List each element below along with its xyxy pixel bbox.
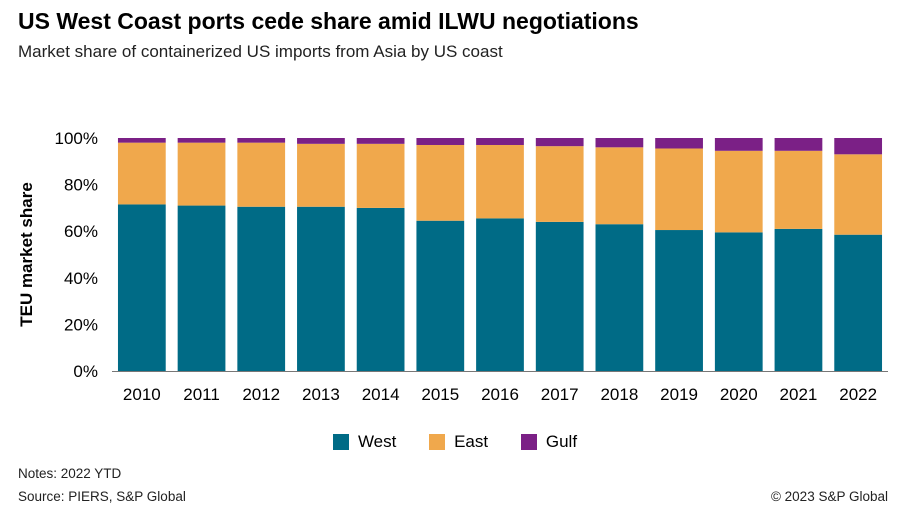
x-tick-label-2022: 2022 [839, 385, 877, 404]
copyright-notice: © 2023 S&P Global [770, 489, 888, 504]
bar-west-2015 [416, 220, 465, 371]
y-axis-title: TEU market share [17, 182, 36, 327]
x-tick-label-2019: 2019 [660, 385, 698, 404]
bar-west-2017 [535, 221, 584, 371]
legend-label-gulf: Gulf [545, 432, 578, 451]
bar-gulf-2020 [714, 138, 763, 151]
bar-west-2022 [834, 234, 883, 371]
bar-west-2016 [476, 218, 524, 371]
y-tick-label-0: 0% [73, 362, 98, 381]
legend-item-east: East [429, 432, 488, 452]
bar-gulf-2021 [774, 138, 823, 151]
x-tick-label-2014: 2014 [362, 385, 400, 404]
chart-notes: Notes: 2022 YTD [18, 466, 122, 481]
bar-west-2020 [714, 232, 763, 371]
bar-west-2013 [297, 206, 345, 371]
x-tick-label-2017: 2017 [541, 385, 579, 404]
bar-gulf-2018 [595, 138, 644, 148]
legend-label-east: East [454, 432, 489, 451]
legend-swatch-west [332, 434, 349, 450]
bar-west-2018 [595, 224, 644, 371]
bar-east-2016 [476, 144, 524, 219]
y-tick-label-2: 40% [64, 269, 98, 288]
chart-source: Source: PIERS, S&P Global [18, 489, 186, 504]
x-tick-label-2010: 2010 [123, 385, 161, 404]
bar-west-2012 [237, 206, 286, 371]
bar-east-2015 [416, 144, 465, 221]
y-tick-label-3: 60% [64, 222, 98, 241]
y-tick-label-1: 20% [64, 315, 98, 334]
x-tick-label-2012: 2012 [242, 385, 280, 404]
bar-gulf-2013 [297, 138, 345, 144]
bar-gulf-2011 [177, 138, 226, 143]
bar-gulf-2014 [356, 138, 405, 144]
legend-item-gulf: Gulf [520, 432, 578, 452]
chart-subtitle: Market share of containerized US imports… [18, 42, 503, 61]
chart-legend: West East Gulf [0, 432, 910, 455]
bar-east-2022 [834, 154, 883, 235]
x-tick-label-2016: 2016 [481, 385, 519, 404]
bar-east-2017 [535, 146, 584, 222]
x-tick-label-2018: 2018 [600, 385, 638, 404]
x-tick-label-2013: 2013 [302, 385, 340, 404]
bar-east-2020 [714, 150, 763, 233]
legend-item-west: West [332, 432, 397, 452]
bar-gulf-2012 [237, 138, 286, 143]
bar-gulf-2019 [655, 138, 703, 149]
bar-gulf-2015 [416, 138, 465, 145]
bar-east-2013 [297, 143, 345, 207]
bar-east-2014 [356, 143, 405, 208]
y-tick-label-5: 100% [55, 129, 98, 148]
bar-east-2011 [177, 142, 226, 206]
bar-gulf-2022 [834, 138, 883, 155]
legend-label-west: West [357, 432, 397, 451]
x-tick-label-2011: 2011 [183, 385, 220, 404]
x-tick-label-2015: 2015 [421, 385, 459, 404]
bar-west-2010 [117, 204, 166, 371]
chart-title: US West Coast ports cede share amid ILWU… [18, 8, 639, 34]
bar-east-2021 [774, 150, 823, 229]
bar-west-2021 [774, 228, 823, 371]
y-tick-label-4: 80% [64, 176, 98, 195]
bar-west-2014 [356, 207, 405, 371]
legend-swatch-gulf [520, 434, 537, 450]
bar-gulf-2017 [535, 138, 584, 147]
bar-gulf-2010 [117, 138, 166, 143]
bar-west-2019 [655, 230, 703, 371]
bar-west-2011 [177, 205, 226, 371]
bar-east-2012 [237, 142, 286, 207]
bar-gulf-2016 [476, 138, 524, 145]
x-tick-label-2020: 2020 [720, 385, 758, 404]
x-tick-label-2021: 2021 [780, 385, 818, 404]
bar-east-2018 [595, 147, 644, 225]
bar-east-2010 [117, 142, 166, 205]
legend-swatch-east [429, 434, 446, 450]
stacked-bar-chart: 2010 2011 2012 2013 2014 2015 2016 2017 2018 2019… [17, 129, 888, 404]
bar-east-2019 [655, 148, 703, 231]
